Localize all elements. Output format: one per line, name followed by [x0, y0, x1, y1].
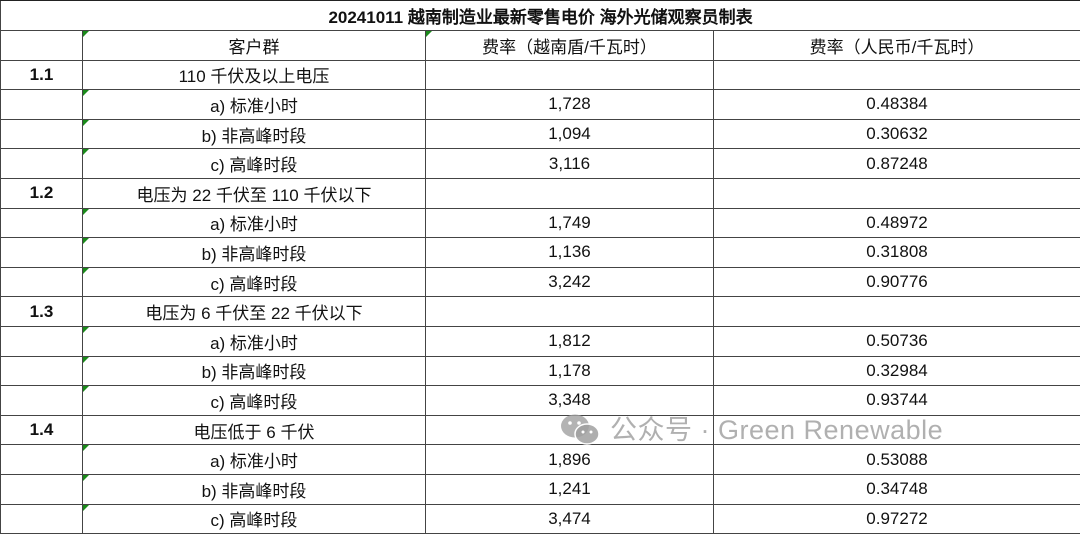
rate-cny: 0.34748 — [714, 474, 1080, 504]
empty-cell — [1, 504, 83, 534]
section-label: 110 千伏及以上电压 — [83, 60, 426, 90]
rate-vnd: 1,094 — [426, 119, 714, 149]
header-cell — [1, 31, 83, 61]
rate-vnd: 3,116 — [426, 149, 714, 179]
title-row: 20241011 越南制造业最新零售电价 海外光储观察员制表 — [1, 1, 1080, 31]
rate-cny: 0.97272 — [714, 504, 1080, 534]
period-label: c) 高峰时段 — [83, 267, 426, 297]
rate-vnd: 3,348 — [426, 386, 714, 416]
empty-cell — [714, 415, 1080, 445]
table-row: c) 高峰时段 3,348 0.93744 — [1, 386, 1080, 416]
empty-cell — [1, 149, 83, 179]
table-row: a) 标准小时 1,896 0.53088 — [1, 445, 1080, 475]
period-label: b) 非高峰时段 — [83, 119, 426, 149]
empty-cell — [1, 326, 83, 356]
empty-cell — [1, 267, 83, 297]
period-label: a) 标准小时 — [83, 90, 426, 120]
table-row: a) 标准小时 1,749 0.48972 — [1, 208, 1080, 238]
period-label: b) 非高峰时段 — [83, 356, 426, 386]
table-row: c) 高峰时段 3,242 0.90776 — [1, 267, 1080, 297]
section-id: 1.3 — [1, 297, 83, 327]
period-label: c) 高峰时段 — [83, 504, 426, 534]
rate-vnd: 1,241 — [426, 474, 714, 504]
rate-vnd: 3,474 — [426, 504, 714, 534]
section-label: 电压为 6 千伏至 22 千伏以下 — [83, 297, 426, 327]
rate-cny: 0.53088 — [714, 445, 1080, 475]
section-id: 1.2 — [1, 178, 83, 208]
section-row: 1.2 电压为 22 千伏至 110 千伏以下 — [1, 178, 1080, 208]
empty-cell — [426, 297, 714, 327]
table-row: c) 高峰时段 3,474 0.97272 — [1, 504, 1080, 534]
empty-cell — [1, 356, 83, 386]
empty-cell — [1, 474, 83, 504]
section-id: 1.4 — [1, 415, 83, 445]
rate-vnd: 1,728 — [426, 90, 714, 120]
section-label: 电压为 22 千伏至 110 千伏以下 — [83, 178, 426, 208]
rate-cny: 0.31808 — [714, 238, 1080, 268]
period-label: a) 标准小时 — [83, 445, 426, 475]
empty-cell — [1, 386, 83, 416]
table-row: c) 高峰时段 3,116 0.87248 — [1, 149, 1080, 179]
rate-cny: 0.90776 — [714, 267, 1080, 297]
period-label: c) 高峰时段 — [83, 386, 426, 416]
rate-cny: 0.48384 — [714, 90, 1080, 120]
empty-cell — [714, 297, 1080, 327]
rate-vnd: 1,178 — [426, 356, 714, 386]
header-rate-cny: 费率（人民币/千瓦时） — [714, 31, 1080, 61]
rate-cny: 0.32984 — [714, 356, 1080, 386]
rate-cny: 0.87248 — [714, 149, 1080, 179]
table-title: 20241011 越南制造业最新零售电价 海外光储观察员制表 — [1, 1, 1080, 31]
section-id: 1.1 — [1, 60, 83, 90]
period-label: b) 非高峰时段 — [83, 474, 426, 504]
empty-cell — [1, 119, 83, 149]
table-row: b) 非高峰时段 1,178 0.32984 — [1, 356, 1080, 386]
rate-cny: 0.48972 — [714, 208, 1080, 238]
header-rate-vnd: 费率（越南盾/千瓦时） — [426, 31, 714, 61]
rate-vnd: 1,812 — [426, 326, 714, 356]
empty-cell — [426, 415, 714, 445]
rate-cny: 0.93744 — [714, 386, 1080, 416]
section-row: 1.3 电压为 6 千伏至 22 千伏以下 — [1, 297, 1080, 327]
rate-vnd: 3,242 — [426, 267, 714, 297]
rate-cny: 0.50736 — [714, 326, 1080, 356]
rate-vnd: 1,749 — [426, 208, 714, 238]
period-label: c) 高峰时段 — [83, 149, 426, 179]
header-row: 客户群 费率（越南盾/千瓦时） 费率（人民币/千瓦时） — [1, 31, 1080, 61]
period-label: a) 标准小时 — [83, 208, 426, 238]
section-row: 1.4 电压低于 6 千伏 — [1, 415, 1080, 445]
empty-cell — [714, 60, 1080, 90]
rate-vnd: 1,136 — [426, 238, 714, 268]
empty-cell — [426, 60, 714, 90]
table-row: a) 标准小时 1,728 0.48384 — [1, 90, 1080, 120]
empty-cell — [1, 90, 83, 120]
table-row: b) 非高峰时段 1,136 0.31808 — [1, 238, 1080, 268]
empty-cell — [1, 445, 83, 475]
empty-cell — [1, 208, 83, 238]
empty-cell — [426, 178, 714, 208]
rate-vnd: 1,896 — [426, 445, 714, 475]
section-label: 电压低于 6 千伏 — [83, 415, 426, 445]
empty-cell — [714, 178, 1080, 208]
period-label: b) 非高峰时段 — [83, 238, 426, 268]
table-row: b) 非高峰时段 1,241 0.34748 — [1, 474, 1080, 504]
period-label: a) 标准小时 — [83, 326, 426, 356]
table-row: b) 非高峰时段 1,094 0.30632 — [1, 119, 1080, 149]
section-row: 1.1 110 千伏及以上电压 — [1, 60, 1080, 90]
header-customer-group: 客户群 — [83, 31, 426, 61]
rate-cny: 0.30632 — [714, 119, 1080, 149]
table-row: a) 标准小时 1,812 0.50736 — [1, 326, 1080, 356]
empty-cell — [1, 238, 83, 268]
